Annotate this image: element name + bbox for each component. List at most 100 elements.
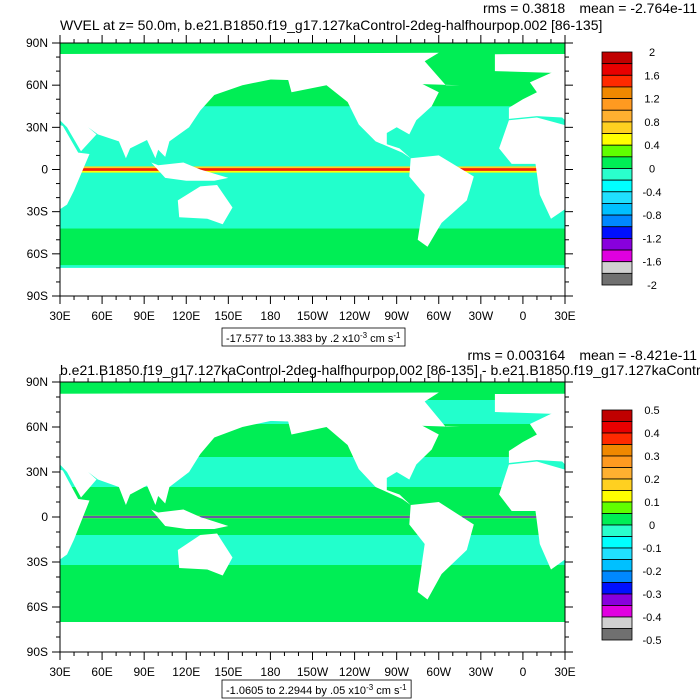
x-tick-label: 120W xyxy=(339,665,371,679)
x-tick-label: 30E xyxy=(49,665,70,679)
colorbar-box xyxy=(601,168,633,181)
y-tick-label: 0 xyxy=(41,510,48,524)
range-text: -17.577 to 13.383 by .2 x10 xyxy=(226,333,360,345)
land-greenland xyxy=(494,393,565,415)
mean-stat: mean = -8.421e-11 xyxy=(579,347,697,363)
x-tick-label: 120E xyxy=(172,309,200,323)
colorbar-box xyxy=(601,156,633,169)
colorbar-box xyxy=(601,121,633,134)
x-tick-label: 30E xyxy=(554,665,575,679)
x-tick-label: 60W xyxy=(426,665,451,679)
colorbar-box xyxy=(601,559,633,572)
y-tick-label: 90N xyxy=(26,375,48,389)
x-tick-label: 60E xyxy=(91,309,112,323)
colorbar-box xyxy=(601,191,633,204)
colorbar-box xyxy=(601,74,633,88)
value-band xyxy=(60,516,565,518)
mean-stat: mean = -2.764e-11 xyxy=(579,0,697,16)
colorbar-box xyxy=(601,628,633,641)
land-australia xyxy=(177,533,233,576)
land-indonesia xyxy=(656,163,700,181)
range-box xyxy=(221,327,406,347)
colorbar-box xyxy=(601,547,633,560)
x-tick-label: 90E xyxy=(133,665,154,679)
colorbar-box xyxy=(601,421,633,434)
value-band xyxy=(60,535,565,565)
range-label: -1.0605 to 2.2944 by .05 x10-3 cm s-1 xyxy=(226,683,407,697)
colorbar-box xyxy=(601,455,633,468)
colorbar-box xyxy=(601,179,633,193)
value-band xyxy=(60,168,565,171)
colorbar-box xyxy=(601,501,633,514)
x-tick-label: 180 xyxy=(260,665,280,679)
colorbar-box xyxy=(601,272,633,286)
colorbar-box xyxy=(601,536,633,549)
colorbar-label: -0.1 xyxy=(643,543,662,555)
land-africa xyxy=(499,461,565,570)
land-africa xyxy=(60,125,90,210)
colorbar-label: -0.2 xyxy=(643,566,662,578)
y-tick-label: 0 xyxy=(41,163,48,177)
colorbar-label: -2 xyxy=(647,280,657,292)
y-tick-label: 90S xyxy=(27,289,48,303)
y-tick-label: 90N xyxy=(26,36,48,50)
colorbar-label: 0.4 xyxy=(644,140,659,152)
colorbar-box xyxy=(601,490,633,503)
plot-title: WVEL at z= 50.0m, b.e21.B1850.f19_g17.12… xyxy=(60,17,602,33)
colorbar-box xyxy=(601,524,633,537)
colorbar-box xyxy=(601,214,633,228)
colorbar-box xyxy=(601,616,633,629)
land-antarctica xyxy=(60,267,565,296)
data-field xyxy=(60,43,700,296)
x-tick-label: 90W xyxy=(384,665,409,679)
land-eurasia xyxy=(60,401,285,505)
rms-stat: rms = 0.003164 xyxy=(467,347,565,363)
land-africa xyxy=(60,469,90,560)
colorbar-box xyxy=(601,467,633,480)
value-band xyxy=(60,170,565,173)
land-indonesia xyxy=(151,509,229,529)
range-box xyxy=(221,679,412,699)
colorbar-box xyxy=(601,203,633,216)
colorbar-label: -1.6 xyxy=(643,257,662,269)
x-tick-label: 60W xyxy=(426,309,451,323)
colorbar-label: 0.8 xyxy=(644,117,659,129)
land-antarctica xyxy=(60,622,565,652)
colorbar-box xyxy=(601,109,633,123)
colorbar-label: 1.2 xyxy=(644,94,659,106)
colorbar-box xyxy=(601,51,633,65)
range-exponent: -3 xyxy=(360,331,368,340)
land-australia xyxy=(177,185,233,225)
y-tick-label: 30S xyxy=(27,205,48,219)
colorbar-box xyxy=(601,86,633,99)
x-tick-label: 30E xyxy=(554,309,575,323)
x-tick-label: 0 xyxy=(520,665,527,679)
x-tick-label: 150E xyxy=(214,665,242,679)
x-tick-label: 30E xyxy=(49,309,70,323)
contour-range-info: -1.0605 to 2.2944 by .05 x10-3 cm s-1 xyxy=(221,679,412,699)
colorbar-label: -0.3 xyxy=(643,589,662,601)
colorbar-label: 1.6 xyxy=(644,70,659,82)
land-indonesia xyxy=(656,510,700,530)
colorbar-box xyxy=(601,261,633,274)
y-tick-label: 60N xyxy=(26,420,48,434)
land-eurasia xyxy=(508,410,565,465)
y-tick-label: 30S xyxy=(27,555,48,569)
value-band xyxy=(60,228,565,266)
colorbar-box xyxy=(601,582,633,595)
colorbar-label: 2 xyxy=(649,47,655,59)
colorbar-box xyxy=(601,432,633,445)
colorbar-label: 0.1 xyxy=(644,497,659,509)
land-samerica xyxy=(409,502,474,600)
colorbar-label: 0 xyxy=(649,164,655,176)
colorbar-label: 0 xyxy=(649,520,655,532)
colorbar-label: -0.4 xyxy=(643,612,662,624)
range-unit-exponent: -1 xyxy=(399,683,407,692)
x-tick-label: 120W xyxy=(339,309,371,323)
colorbar-box xyxy=(601,249,633,263)
land-samerica xyxy=(409,155,474,247)
colorbar-label: 0.4 xyxy=(644,428,659,440)
land-africa xyxy=(499,117,565,219)
range-unit-exponent: -1 xyxy=(393,331,401,340)
colorbar-box xyxy=(601,63,633,76)
